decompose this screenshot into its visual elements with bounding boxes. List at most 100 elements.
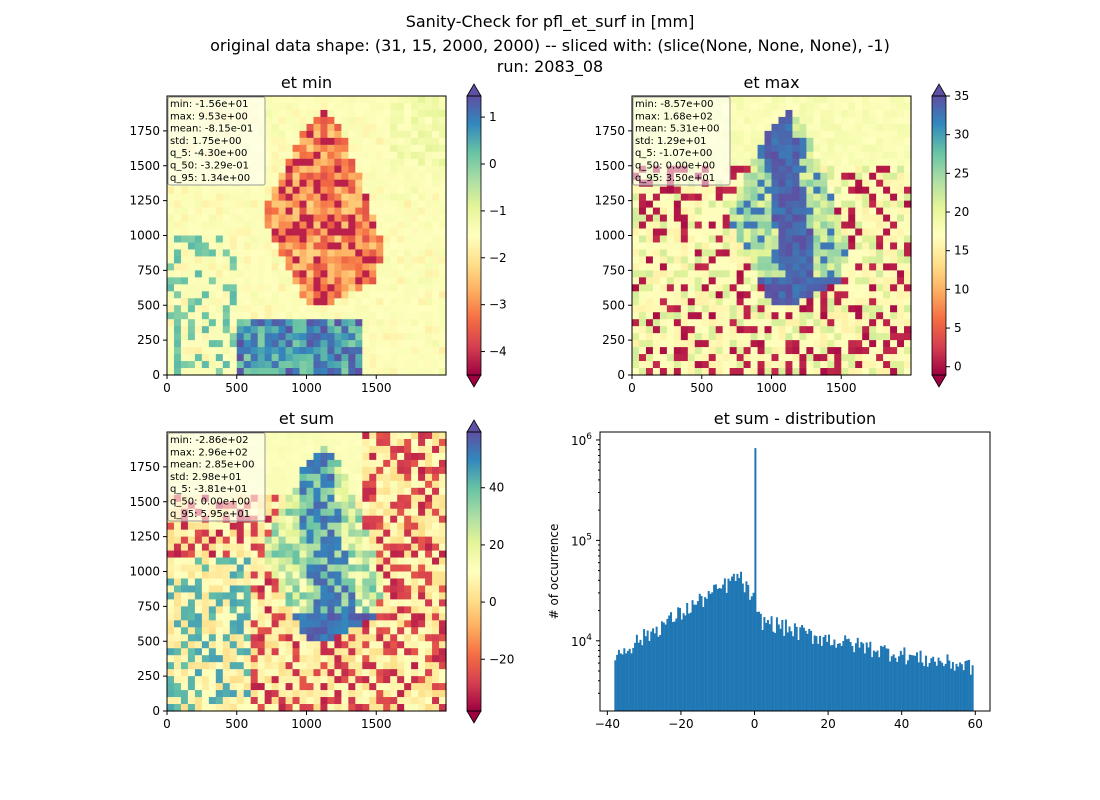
heatmap-cell xyxy=(271,515,280,524)
heatmap-cell xyxy=(729,165,738,174)
heatmap-cell xyxy=(187,704,196,712)
heatmap-cell xyxy=(439,277,447,285)
heatmap-cell xyxy=(299,130,308,139)
heatmap-cell xyxy=(827,256,835,264)
heatmap-cell xyxy=(313,627,322,635)
heatmap-cell xyxy=(327,515,335,524)
heatmap-cell xyxy=(645,186,654,195)
heatmap-cell xyxy=(167,613,175,621)
heatmap-cell xyxy=(390,669,398,677)
heatmap-cell xyxy=(348,592,356,600)
heatmap-cell xyxy=(862,151,870,160)
heatmap-cell xyxy=(425,690,433,698)
heatmap-cell xyxy=(194,214,203,223)
heatmap-cell xyxy=(187,564,196,573)
heatmap-cell xyxy=(271,613,280,621)
heatmap-cell xyxy=(701,319,710,327)
heatmap-cell xyxy=(376,459,384,468)
heatmap-cell xyxy=(180,207,189,216)
heatmap-cell xyxy=(418,487,426,496)
heatmap-cell xyxy=(271,432,280,440)
heatmap-cell xyxy=(306,683,315,691)
heatmap-cell xyxy=(236,592,245,600)
heatmap-cell xyxy=(638,249,647,258)
histogram-bar xyxy=(619,653,622,711)
heatmap-cell xyxy=(404,515,412,524)
heatmap-cell xyxy=(425,432,433,440)
heatmap-cell xyxy=(652,326,661,334)
heatmap-cell xyxy=(369,578,377,587)
heatmap-cell xyxy=(855,263,863,271)
heatmap-cell xyxy=(236,340,245,348)
heatmap-cell xyxy=(764,312,773,320)
heatmap-cell xyxy=(222,613,231,621)
heatmap-cell xyxy=(799,193,807,202)
heatmap-cell xyxy=(418,368,426,376)
heatmap-cell xyxy=(264,354,273,362)
heatmap-cell xyxy=(327,354,335,362)
heatmap-cell xyxy=(785,158,794,167)
heatmap-cell xyxy=(834,298,842,306)
heatmap-cell xyxy=(180,277,189,285)
heatmap-cell xyxy=(390,606,398,614)
heatmap-cell xyxy=(257,319,266,327)
heatmap-cell xyxy=(271,186,280,195)
heatmap-cell xyxy=(764,214,773,223)
heatmap-cell xyxy=(285,704,294,712)
heatmap-cell xyxy=(792,144,800,153)
heatmap-cell xyxy=(320,627,329,635)
heatmap-cell xyxy=(201,193,210,202)
heatmap-cell xyxy=(313,578,322,587)
heatmap-cell xyxy=(194,347,203,355)
heatmap-cell xyxy=(834,305,842,313)
heatmap-cell xyxy=(897,123,905,132)
heatmap-cell xyxy=(376,151,384,160)
heatmap-cell xyxy=(806,123,814,132)
heatmap-cell xyxy=(313,221,322,230)
heatmap-cell xyxy=(743,130,752,139)
heatmap-cell xyxy=(229,697,238,705)
heatmap-cell xyxy=(229,571,238,580)
heatmap-cell xyxy=(813,298,821,306)
heatmap-cell xyxy=(313,683,322,691)
heatmap-cell xyxy=(778,319,787,327)
heatmap-cell xyxy=(362,165,370,174)
heatmap-cell xyxy=(883,116,891,125)
heatmap-cell xyxy=(201,186,210,195)
heatmap-cell xyxy=(257,634,266,642)
heatmap-cell xyxy=(271,347,280,355)
heatmap-cell xyxy=(278,522,287,531)
heatmap-cell xyxy=(243,592,252,600)
heatmap-cell xyxy=(362,319,370,327)
heatmap-cell xyxy=(890,179,898,188)
heatmap-cell xyxy=(432,319,440,327)
heatmap-cell xyxy=(362,690,370,698)
heatmap-cell xyxy=(722,326,731,334)
heatmap-cell xyxy=(771,221,780,230)
panel-title: et max xyxy=(743,73,799,92)
heatmap-cell xyxy=(215,319,224,327)
heatmap-cell xyxy=(278,550,287,559)
heatmap-cell xyxy=(799,256,807,264)
heatmap-cell xyxy=(876,200,884,209)
heatmap-cell xyxy=(355,676,363,684)
heatmap-cell xyxy=(306,193,315,202)
heatmap-cell xyxy=(743,158,752,167)
heatmap-cell xyxy=(369,96,377,104)
heatmap-cell xyxy=(764,179,773,188)
heatmap-cell xyxy=(841,144,849,153)
heatmap-cell xyxy=(757,137,766,146)
heatmap-cell xyxy=(785,165,794,174)
heatmap-cell xyxy=(841,151,849,160)
heatmap-cell xyxy=(743,200,752,209)
heatmap-cell xyxy=(257,193,266,202)
heatmap-cell xyxy=(722,354,731,362)
heatmap-cell xyxy=(411,634,419,642)
heatmap-cell xyxy=(632,221,640,230)
heatmap-cell xyxy=(306,179,315,188)
heatmap-cell xyxy=(862,130,870,139)
heatmap-cell xyxy=(306,270,315,278)
heatmap-cell xyxy=(736,270,745,278)
heatmap-cell xyxy=(208,543,217,552)
